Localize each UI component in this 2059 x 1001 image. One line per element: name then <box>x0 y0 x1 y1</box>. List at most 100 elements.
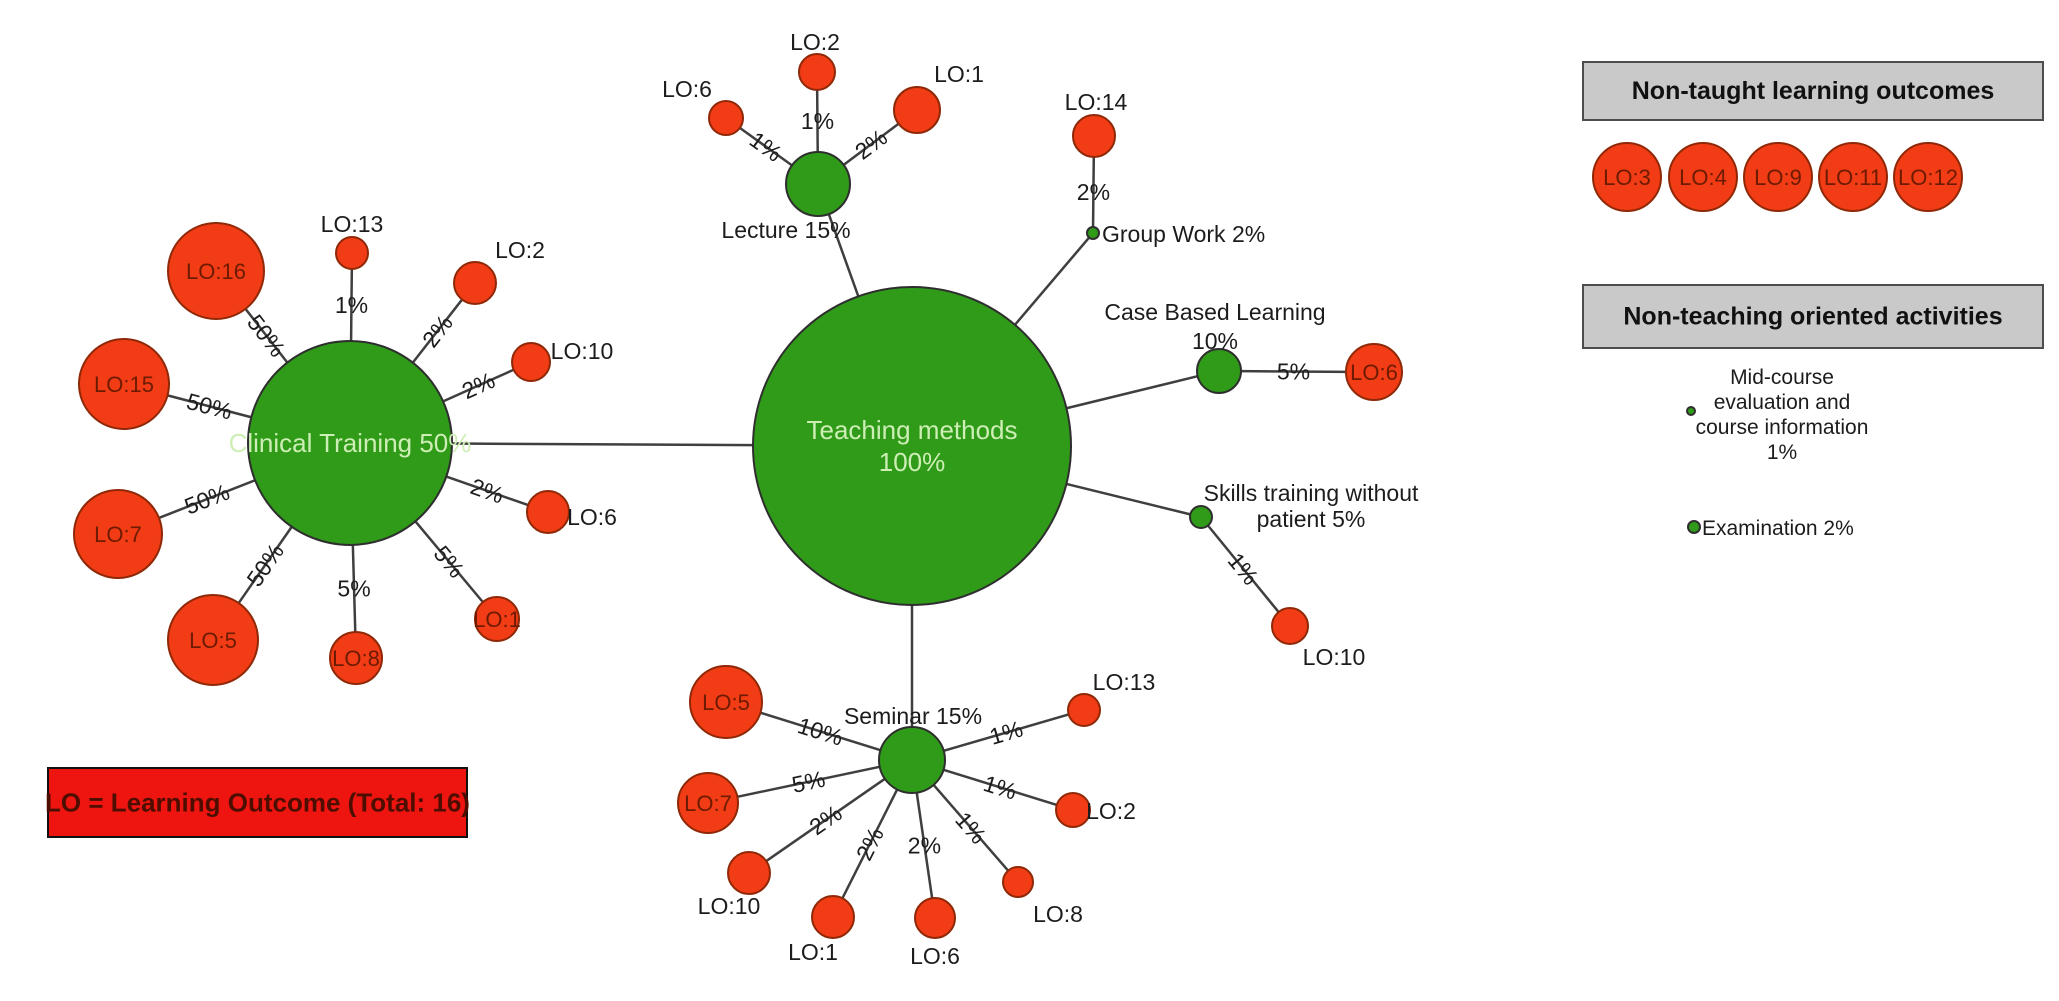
edge-label-clinical-c_lo5: 50% <box>241 539 289 592</box>
box-lo-legend <box>47 767 468 838</box>
node-teaching <box>752 286 1072 606</box>
node-c_lo6 <box>526 490 570 534</box>
edge-label-lecture-l_lo2: 1% <box>801 108 834 134</box>
edge-label-seminar-sem_lo10: 2% <box>804 800 846 840</box>
node-skills <box>1189 505 1213 529</box>
edge-clinical-c_lo8 <box>351 544 357 633</box>
edge-label-clinical-c_lo7: 50% <box>181 479 233 520</box>
node-l_lo6 <box>708 100 744 136</box>
node-sem_lo10 <box>727 851 771 895</box>
node-label-c_lo8: LO:8 <box>332 646 380 671</box>
node-s_lo10 <box>1271 607 1309 645</box>
edge-teaching-groupwork <box>1014 236 1091 326</box>
edge-label-clinical-c_lo16: 50% <box>242 310 291 362</box>
edge-label-cbl-cbl_lo6: 5% <box>1277 358 1310 384</box>
node-sem_lo13 <box>1067 693 1101 727</box>
node-c_lo7 <box>73 489 163 579</box>
node-label-sem_lo13: LO:13 <box>1093 669 1156 695</box>
node-label-lecture: Lecture 15% <box>721 217 850 243</box>
node-clinical <box>247 340 453 546</box>
node-label-clinical: Clinical Training 50% <box>229 428 472 458</box>
edge-lecture-l_lo1 <box>842 122 900 166</box>
edge-label-clinical-c_lo8: 5% <box>337 575 370 601</box>
node-g_lo14 <box>1072 114 1116 158</box>
node-label-c_lo10: LO:10 <box>551 338 614 364</box>
node-label-nt_lo12: LO:12 <box>1898 165 1958 190</box>
node-exam_dot <box>1687 520 1701 534</box>
node-label-c_lo6: LO:6 <box>567 504 617 530</box>
node-label-sem_lo10: LO:10 <box>698 893 761 919</box>
node-label-cbl_lo6: LO:6 <box>1350 360 1398 385</box>
node-c_lo13 <box>335 236 369 270</box>
edge-label-clinical-c_lo10: 2% <box>458 367 499 404</box>
node-c_lo16 <box>167 222 265 320</box>
node-label-sem_lo2: LO:2 <box>1086 798 1136 824</box>
node-nt_lo11 <box>1818 142 1888 212</box>
node-l_lo1 <box>893 86 941 134</box>
node-nt_lo3 <box>1592 142 1662 212</box>
node-label-nt_lo11: LO:11 <box>1824 165 1882 190</box>
box-non-teaching-header <box>1582 284 2044 349</box>
edge-groupwork-g_lo14 <box>1091 156 1096 228</box>
edge-lecture-l_lo2 <box>815 89 819 153</box>
node-label-nt_lo4: LO:4 <box>1679 165 1727 190</box>
edge-label-clinical-c_lo15: 50% <box>184 388 235 425</box>
node-label-c_lo16: LO:16 <box>186 259 246 284</box>
node-label-g_lo14: LO:14 <box>1065 89 1128 115</box>
edge-teaching-skills <box>1066 482 1191 516</box>
edge-seminar-sem_lo5 <box>759 711 881 752</box>
node-seminar <box>878 726 946 794</box>
edge-label-seminar-sem_lo7: 5% <box>790 766 828 798</box>
edge-seminar-sem_lo8 <box>932 784 1010 872</box>
node-nt_lo4 <box>1668 142 1738 212</box>
box-label-non-teaching-header: Non-teaching oriented activities <box>1623 303 2002 331</box>
edge-label-clinical-c_lo13: 1% <box>335 292 368 318</box>
node-c_lo10 <box>511 342 551 382</box>
node-label-exam_dot: Examination 2% <box>1702 517 1854 540</box>
node-c_lo1 <box>474 596 520 642</box>
node-label-cbl: Case Based Learning 10% <box>1104 299 1325 354</box>
edge-label-seminar-sem_lo5: 10% <box>795 712 847 751</box>
edge-clinical-c_lo5 <box>237 526 293 604</box>
box-non-taught-header <box>1582 61 2044 121</box>
node-label-s_lo10: LO:10 <box>1303 644 1366 670</box>
node-label-skills: Skills training without patient 5% <box>1204 480 1419 532</box>
edge-label-seminar-sem_lo6: 2% <box>908 832 941 858</box>
edge-teaching-cbl <box>1066 375 1198 410</box>
node-sem_lo7 <box>677 772 739 834</box>
edge-label-clinical-c_lo6: 2% <box>467 473 507 508</box>
edge-seminar-sem_lo7 <box>737 765 880 799</box>
edge-label-seminar-sem_lo1: 2% <box>851 823 889 864</box>
node-cbl_lo6 <box>1345 343 1403 401</box>
node-label-sem_lo1: LO:1 <box>788 939 838 965</box>
edge-clinical-c_lo6 <box>445 475 529 507</box>
box-label-lo-legend: LO = Learning Outcome (Total: 16) <box>45 788 470 818</box>
node-label-nt_lo9: LO:9 <box>1754 165 1802 190</box>
node-label-sem_lo6: LO:6 <box>910 943 960 969</box>
node-label-seminar: Seminar 15% <box>844 703 982 729</box>
node-sem_lo6 <box>914 897 956 939</box>
edge-clinical-c_lo15 <box>167 394 252 419</box>
node-label-sem_lo8: LO:8 <box>1033 901 1083 927</box>
node-sem_lo2 <box>1055 792 1091 828</box>
node-label-groupwork: Group Work 2% <box>1102 221 1265 247</box>
node-label-l_lo2: LO:2 <box>790 29 840 55</box>
edge-clinical-c_lo7 <box>158 479 256 520</box>
node-nt_lo9 <box>1743 142 1813 212</box>
node-label-teaching: Teaching methods 100% <box>806 415 1017 477</box>
edge-label-seminar-sem_lo8: 1% <box>950 807 991 849</box>
edge-clinical-c_lo10 <box>442 368 515 403</box>
node-label-l_lo1: LO:1 <box>934 61 984 87</box>
edge-cbl-cbl_lo6 <box>1240 369 1347 374</box>
edge-label-seminar-sem_lo2: 1% <box>980 770 1019 805</box>
edge-seminar-sem_lo10 <box>765 777 886 863</box>
node-label-c_lo15: LO:15 <box>94 372 154 397</box>
node-lecture <box>785 151 851 217</box>
edge-label-groupwork-g_lo14: 2% <box>1077 179 1110 205</box>
edge-seminar-sem_lo13 <box>943 713 1069 752</box>
edge-label-clinical-c_lo1: 5% <box>429 541 470 583</box>
node-c_lo2 <box>453 261 497 305</box>
edge-clinical-c_lo16 <box>244 308 289 364</box>
